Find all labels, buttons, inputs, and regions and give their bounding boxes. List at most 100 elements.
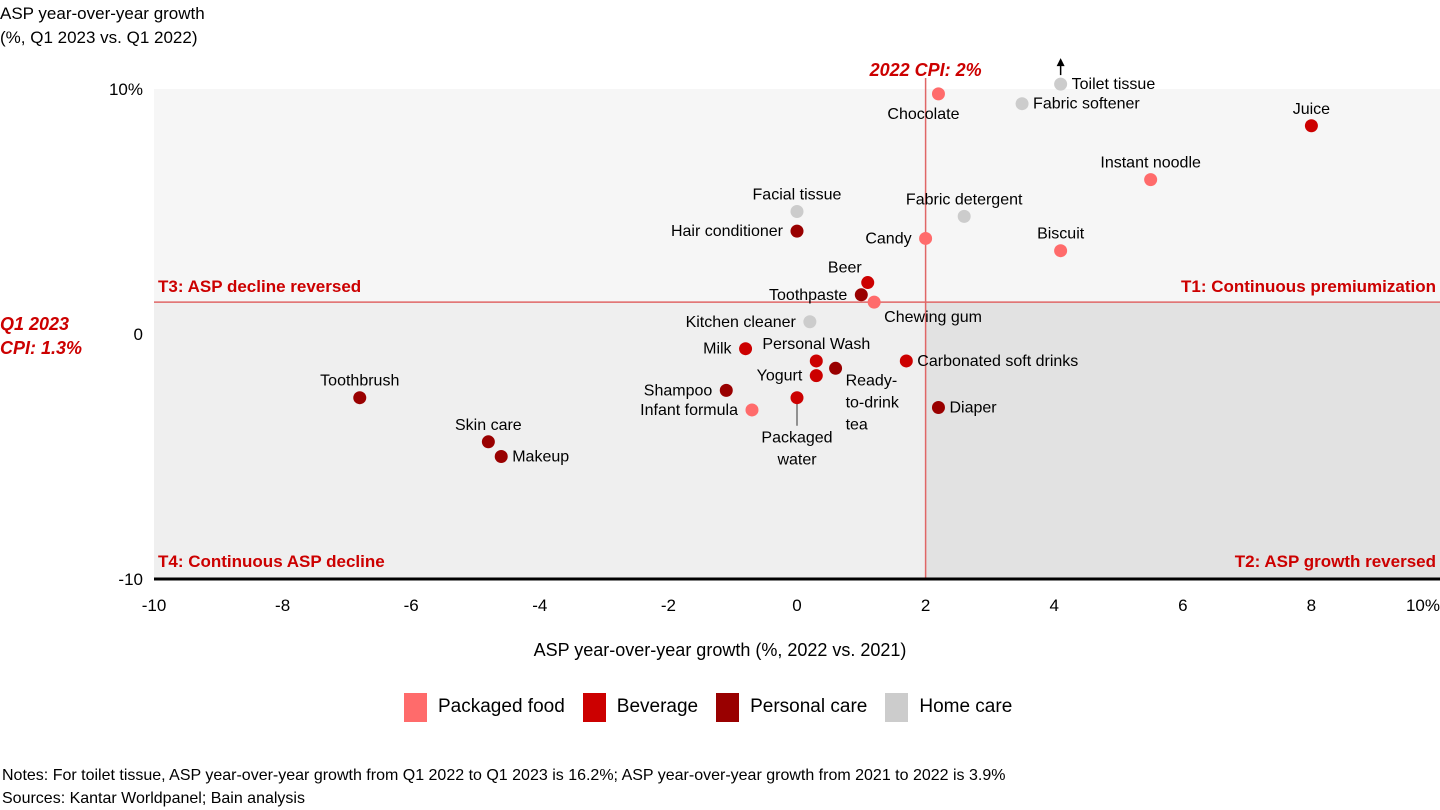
data-point-diaper [931, 401, 945, 414]
data-point-infant-formula [745, 403, 759, 417]
legend-label: Packaged food [438, 696, 565, 717]
data-point-makeup [494, 450, 508, 463]
x-tick-label: -6 [404, 596, 419, 615]
y-tick-label: -10 [118, 570, 143, 589]
data-point-ready-to-drink-tea [829, 361, 843, 375]
data-point-kitchen-cleaner [803, 315, 817, 329]
cpi-q1-2023-label-line-1: Q1 2023 [0, 314, 69, 334]
data-label-fabric-detergent: Fabric detergent [906, 191, 1023, 208]
data-point-toothbrush [353, 391, 367, 405]
legend-item-beverage: Beverage [582, 692, 699, 722]
data-label-candy: Candy [865, 230, 911, 247]
legend-swatch [885, 692, 909, 722]
data-point-candy [919, 231, 933, 245]
plot-bg-lower-right [925, 302, 1440, 579]
legend-item-packaged-food: Packaged food [404, 692, 565, 722]
x-tick-label: -2 [661, 596, 676, 615]
cpi-2022-label: 2022 CPI: 2% [869, 60, 982, 80]
x-tick-label: 8 [1307, 596, 1316, 615]
quadrant-label-t1: T1: Continuous premiumization [1181, 277, 1436, 296]
scatter-chart: 2022 CPI: 2% Q1 2023 CPI: 1.3% T1: Continuo… [0, 58, 1440, 660]
data-label-chewing-gum: Chewing gum [884, 309, 982, 326]
data-label-yogurt: Yogurt [757, 368, 803, 385]
x-tick-label: -8 [275, 596, 290, 615]
data-point-milk [739, 342, 753, 356]
data-label-kitchen-cleaner: Kitchen cleaner [686, 314, 797, 331]
sources-text: Sources: Kantar Worldpanel; Bain analysi… [2, 790, 305, 807]
quadrant-label-t4: T4: Continuous ASP decline [158, 552, 385, 571]
data-label-ready-to-drink-tea: Ready- [846, 372, 898, 389]
x-tick-label: -10 [142, 596, 167, 615]
data-label-toothpaste: Toothpaste [769, 287, 847, 304]
data-point-hair-conditioner [790, 224, 804, 238]
y-axis-title-line-1: ASP year-over-year growth [0, 4, 205, 23]
data-label-toilet-tissue: Toilet tissue [1072, 76, 1156, 93]
quadrant-label-t3: T3: ASP decline reversed [158, 277, 361, 296]
data-label-makeup: Makeup [512, 449, 569, 466]
data-label-carbonated-soft-drinks: Carbonated soft drinks [917, 353, 1078, 370]
notes-block: Notes: For toilet tissue, ASP year-over-… [2, 764, 1005, 810]
data-point-chocolate [931, 87, 945, 101]
data-label-juice: Juice [1293, 101, 1330, 118]
plot-bg-lower-left [154, 302, 926, 579]
legend-label: Personal care [750, 696, 868, 717]
data-label-beer: Beer [828, 260, 862, 277]
data-label-ready-to-drink-tea: tea [846, 416, 868, 433]
data-point-personal-wash [809, 354, 823, 368]
data-point-shampoo [719, 383, 733, 397]
data-point-carbonated-soft-drinks [899, 354, 913, 368]
offscale-arrow-icon [1056, 58, 1065, 67]
data-label-packaged-water: Packaged [761, 430, 832, 447]
x-axis-title: ASP year-over-year growth (%, 2022 vs. 2… [534, 640, 907, 660]
data-label-milk: Milk [703, 341, 732, 358]
legend-label: Home care [919, 696, 1013, 717]
data-label-packaged-water: water [776, 452, 817, 469]
data-label-biscuit: Biscuit [1037, 226, 1085, 243]
data-point-skin-care [481, 435, 495, 449]
y-axis-title: ASP year-over-year growth (%, Q1 2023 vs… [0, 2, 205, 50]
x-tick-label: 2 [921, 596, 930, 615]
data-label-diaper: Diaper [949, 400, 997, 417]
data-point-fabric-detergent [957, 209, 971, 223]
data-point-toothpaste [854, 288, 868, 302]
legend-swatch [582, 692, 606, 722]
data-point-juice [1304, 119, 1318, 133]
notes-text: Notes: For toilet tissue, ASP year-over-… [2, 767, 1006, 784]
x-tick-label: 10% [1406, 596, 1440, 615]
data-label-ready-to-drink-tea: to-drink [846, 394, 900, 411]
data-point-facial-tissue [790, 205, 804, 218]
y-tick-label: 10% [109, 80, 143, 99]
quadrant-label-t2: T2: ASP growth reversed [1235, 552, 1436, 571]
data-label-facial-tissue: Facial tissue [753, 187, 842, 204]
x-tick-label: 0 [792, 596, 801, 615]
y-axis-title-line-2: (%, Q1 2023 vs. Q1 2022) [0, 28, 198, 47]
legend-label: Beverage [616, 696, 699, 717]
y-tick-label: 0 [134, 325, 143, 344]
data-label-toothbrush: Toothbrush [320, 373, 399, 390]
data-point-biscuit [1054, 244, 1068, 258]
data-label-hair-conditioner: Hair conditioner [671, 223, 784, 240]
data-point-toilet-tissue [1054, 77, 1068, 91]
data-label-infant-formula: Infant formula [640, 402, 738, 419]
x-tick-label: -4 [532, 596, 547, 615]
x-tick-label: 4 [1049, 596, 1058, 615]
legend-item-home-care: Home care [885, 692, 1013, 722]
legend: Packaged food Beverage Personal care Home c… [404, 692, 1030, 722]
data-point-packaged-water [790, 391, 804, 405]
cpi-q1-2023-label-line-2: CPI: 1.3% [0, 338, 82, 358]
data-point-chewing-gum [867, 295, 881, 309]
plot-bg-upper [154, 89, 1440, 303]
data-point-instant-noodle [1144, 173, 1158, 187]
data-point-yogurt [809, 369, 823, 383]
x-tick-label: 6 [1178, 596, 1187, 615]
data-label-chocolate: Chocolate [887, 106, 959, 123]
legend-swatch [716, 692, 740, 722]
data-label-personal-wash: Personal Wash [762, 336, 870, 353]
data-label-shampoo: Shampoo [644, 382, 713, 399]
data-label-fabric-softener: Fabric softener [1033, 96, 1140, 113]
data-label-skin-care: Skin care [455, 417, 522, 434]
data-point-beer [861, 276, 875, 290]
legend-swatch [404, 692, 427, 722]
data-point-fabric-softener [1015, 97, 1029, 111]
data-label-instant-noodle: Instant noodle [1100, 155, 1201, 172]
